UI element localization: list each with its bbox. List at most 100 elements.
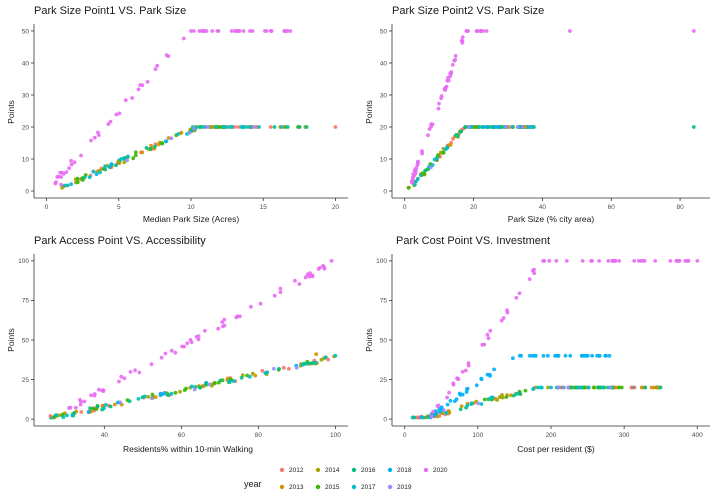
- x-tick-label: 300: [619, 432, 630, 439]
- data-point: [578, 385, 583, 390]
- data-point: [643, 385, 648, 390]
- data-point: [126, 154, 130, 159]
- data-point: [96, 130, 100, 135]
- data-point: [130, 96, 135, 100]
- data-point: [486, 336, 491, 341]
- data-point: [413, 182, 417, 187]
- data-point: [260, 368, 265, 373]
- data-point: [501, 316, 506, 320]
- data-point: [257, 125, 261, 129]
- data-point: [103, 403, 108, 407]
- data-point: [316, 267, 321, 271]
- data-point: [477, 125, 482, 129]
- legend-label: 2020: [433, 467, 448, 474]
- data-point: [655, 385, 659, 390]
- data-point: [272, 125, 277, 129]
- data-point: [95, 404, 100, 408]
- data-point: [287, 366, 291, 371]
- data-point: [570, 385, 575, 390]
- data-point: [204, 29, 209, 33]
- y-tick-label: 50: [380, 337, 388, 344]
- data-point: [160, 141, 165, 145]
- data-point: [536, 385, 540, 390]
- data-point: [87, 175, 92, 180]
- data-point: [254, 125, 259, 129]
- data-point: [97, 387, 101, 392]
- legend-swatch: [423, 467, 429, 473]
- data-point: [92, 135, 97, 140]
- data-point: [595, 353, 599, 358]
- data-point: [556, 353, 561, 358]
- data-point: [294, 365, 299, 370]
- data-point: [222, 125, 227, 129]
- data-point: [166, 393, 171, 397]
- data-point: [447, 390, 451, 395]
- y-tick-label: 30: [380, 92, 388, 99]
- x-tick-label: 20: [332, 204, 340, 211]
- data-point: [632, 259, 637, 263]
- legend-label: 2012: [289, 467, 304, 474]
- data-point: [239, 125, 244, 129]
- x-tick-label: 200: [546, 432, 557, 439]
- x-tick-label: 10: [187, 204, 195, 211]
- data-point: [199, 125, 204, 129]
- data-point: [441, 150, 446, 155]
- data-point: [181, 36, 186, 41]
- data-point: [119, 374, 124, 379]
- data-point: [195, 125, 200, 129]
- data-point: [118, 400, 122, 405]
- data-point: [422, 172, 427, 176]
- data-point: [445, 145, 450, 150]
- data-point: [458, 407, 463, 412]
- data-point: [103, 164, 107, 169]
- data-point: [82, 399, 87, 404]
- data-point: [65, 183, 70, 188]
- x-tick-label: 400: [692, 432, 703, 439]
- data-point: [489, 125, 494, 129]
- data-point: [69, 158, 73, 163]
- data-point: [179, 130, 184, 135]
- data-point: [460, 39, 465, 43]
- data-point: [469, 402, 474, 406]
- data-point: [192, 126, 197, 131]
- data-point: [504, 395, 509, 399]
- data-point: [541, 259, 545, 263]
- data-point: [484, 29, 489, 33]
- data-point: [460, 369, 465, 374]
- data-point: [125, 158, 129, 163]
- data-point: [288, 29, 293, 33]
- data-point: [78, 402, 83, 407]
- data-point: [466, 361, 471, 365]
- data-point: [453, 399, 457, 404]
- data-point: [474, 29, 479, 33]
- data-point: [527, 353, 532, 358]
- data-point: [278, 286, 283, 291]
- x-tick-label: 60: [178, 432, 186, 439]
- y-tick-label: 40: [380, 60, 388, 67]
- data-point: [220, 320, 225, 324]
- data-point: [527, 277, 532, 281]
- data-point: [329, 259, 334, 263]
- data-point: [79, 153, 83, 158]
- data-point: [431, 409, 435, 414]
- data-point: [304, 125, 309, 129]
- data-point: [190, 384, 194, 389]
- data-point: [495, 398, 500, 402]
- data-point: [482, 397, 487, 402]
- x-tick-label: 20: [470, 204, 478, 211]
- data-point: [608, 385, 613, 390]
- data-point: [55, 175, 60, 179]
- data-point: [515, 125, 520, 129]
- data-point: [285, 125, 290, 129]
- data-point: [72, 160, 77, 165]
- data-point: [216, 326, 221, 331]
- data-point: [65, 413, 69, 418]
- data-point: [467, 125, 472, 129]
- data-point: [445, 395, 449, 400]
- x-tick-label: 100: [330, 432, 341, 439]
- data-point: [530, 353, 535, 358]
- data-point: [191, 29, 196, 33]
- y-tick-label: 20: [380, 124, 388, 131]
- data-point: [539, 385, 544, 390]
